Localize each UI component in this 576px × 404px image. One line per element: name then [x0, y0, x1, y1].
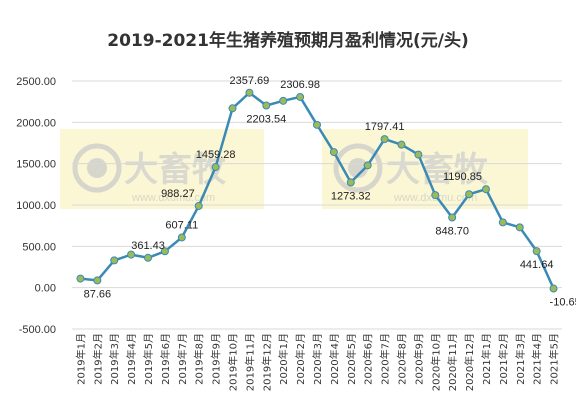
data-label: 441.64	[520, 259, 554, 271]
watermark-subtext-left: www.dxumu.com	[131, 192, 215, 204]
data-point	[177, 233, 186, 242]
data-label: 2306.98	[280, 79, 320, 91]
x-tick-label: 2021年4月	[531, 333, 544, 385]
data-label: 1273.32	[331, 190, 371, 202]
x-tick-label: 2021年2月	[497, 333, 510, 385]
data-point	[346, 178, 355, 187]
watermark-text-right: 大畜牧	[386, 150, 489, 190]
watermark-left: 大畜牧 www.dxumu.com	[60, 129, 264, 209]
x-tick-label: 2020年7月	[379, 333, 392, 385]
data-point	[431, 191, 440, 200]
y-tick-label: 1500.00	[16, 159, 56, 171]
x-tick-label: 2019年7月	[176, 333, 189, 385]
data-point	[397, 140, 406, 149]
x-tick-label: 2020年8月	[395, 333, 408, 385]
data-point	[313, 120, 321, 129]
logo-icon	[72, 143, 122, 193]
x-tick-label: 2019年6月	[159, 333, 172, 385]
x-tick-label: 2019年9月	[210, 333, 223, 385]
data-point	[296, 92, 305, 101]
data-point	[465, 190, 474, 199]
data-point	[262, 101, 271, 110]
data-label: 1190.85	[443, 171, 482, 183]
data-point	[127, 250, 136, 259]
x-tick-label: 2021年3月	[514, 333, 527, 385]
y-tick-label: 500.00	[22, 241, 56, 253]
x-tick-label: 2020年11月	[446, 333, 459, 391]
data-label: 2357.69	[230, 75, 270, 87]
data-point	[363, 161, 372, 170]
logo-icon	[333, 143, 383, 193]
data-label: 361.43	[131, 240, 165, 252]
data-point	[380, 135, 389, 144]
x-tick-label: 2020年1月	[277, 333, 290, 385]
y-axis: -500.00 0.00 500.00 1000.00 1500.00 2000.00 25…	[16, 76, 56, 336]
data-point	[211, 163, 220, 172]
data-point	[549, 284, 558, 293]
data-label: 87.66	[84, 288, 112, 300]
chart-title: 2019-2021年生猪养殖预期月盈利情况(元/头)	[107, 30, 468, 51]
data-point	[76, 274, 85, 283]
data-point	[532, 247, 541, 256]
x-tick-label: 2019年12月	[260, 333, 273, 391]
data-point	[228, 104, 237, 113]
series-line	[76, 88, 558, 293]
x-tick-label: 2020年2月	[294, 333, 307, 385]
x-tick-label: 2020年9月	[412, 333, 425, 385]
x-tick-label: 2019年4月	[125, 333, 138, 385]
x-tick-label: 2021年5月	[548, 333, 561, 385]
data-point	[93, 276, 102, 285]
data-point	[329, 148, 338, 157]
x-tick-label: 2019年5月	[142, 333, 155, 385]
data-point	[144, 253, 153, 262]
x-tick-label: 2019年8月	[193, 333, 206, 385]
data-point	[515, 223, 524, 232]
x-tick-label: 2019年10月	[227, 333, 240, 391]
data-label: 2203.54	[246, 114, 286, 126]
x-tick-label: 2020年6月	[362, 333, 375, 385]
data-label: 848.70	[435, 226, 469, 238]
y-tick-label: -500.00	[19, 324, 56, 336]
x-tick-label: 2020年5月	[345, 333, 358, 385]
x-tick-label: 2020年3月	[311, 333, 324, 385]
data-point	[448, 213, 457, 222]
y-tick-label: 0.00	[35, 283, 56, 295]
gridlines	[72, 80, 562, 330]
y-tick-label: 2500.00	[16, 76, 56, 88]
data-label: 1459.28	[196, 149, 236, 161]
data-point	[245, 88, 254, 97]
y-tick-label: 2000.00	[16, 117, 56, 129]
x-tick-label: 2019年2月	[91, 333, 104, 385]
y-tick-label: 1000.00	[16, 200, 56, 212]
data-point	[110, 256, 119, 265]
x-tick-label: 2019年1月	[74, 333, 87, 385]
data-label: -10.65	[550, 297, 576, 309]
data-label: 988.27	[161, 188, 195, 200]
data-point	[194, 201, 203, 210]
x-tick-label: 2019年3月	[108, 333, 121, 385]
x-tick-label: 2020年12月	[463, 333, 476, 391]
x-axis: 2019年1月 2019年2月 2019年3月 2019年4月 2019年5月 2019年…	[74, 333, 560, 391]
data-point	[160, 247, 169, 256]
data-point	[279, 96, 288, 105]
x-tick-label: 2021年1月	[480, 333, 493, 385]
data-label: 1797.41	[365, 121, 405, 133]
data-point	[481, 185, 490, 194]
data-point	[498, 218, 507, 227]
data-label: 607.11	[165, 219, 198, 231]
data-point	[414, 150, 423, 159]
watermark-right: 大畜牧 www.dxumu.com	[322, 129, 528, 209]
x-tick-label: 2020年4月	[328, 333, 341, 385]
x-tick-label: 2020年10月	[429, 333, 442, 391]
x-tick-label: 2019年11月	[243, 333, 256, 391]
